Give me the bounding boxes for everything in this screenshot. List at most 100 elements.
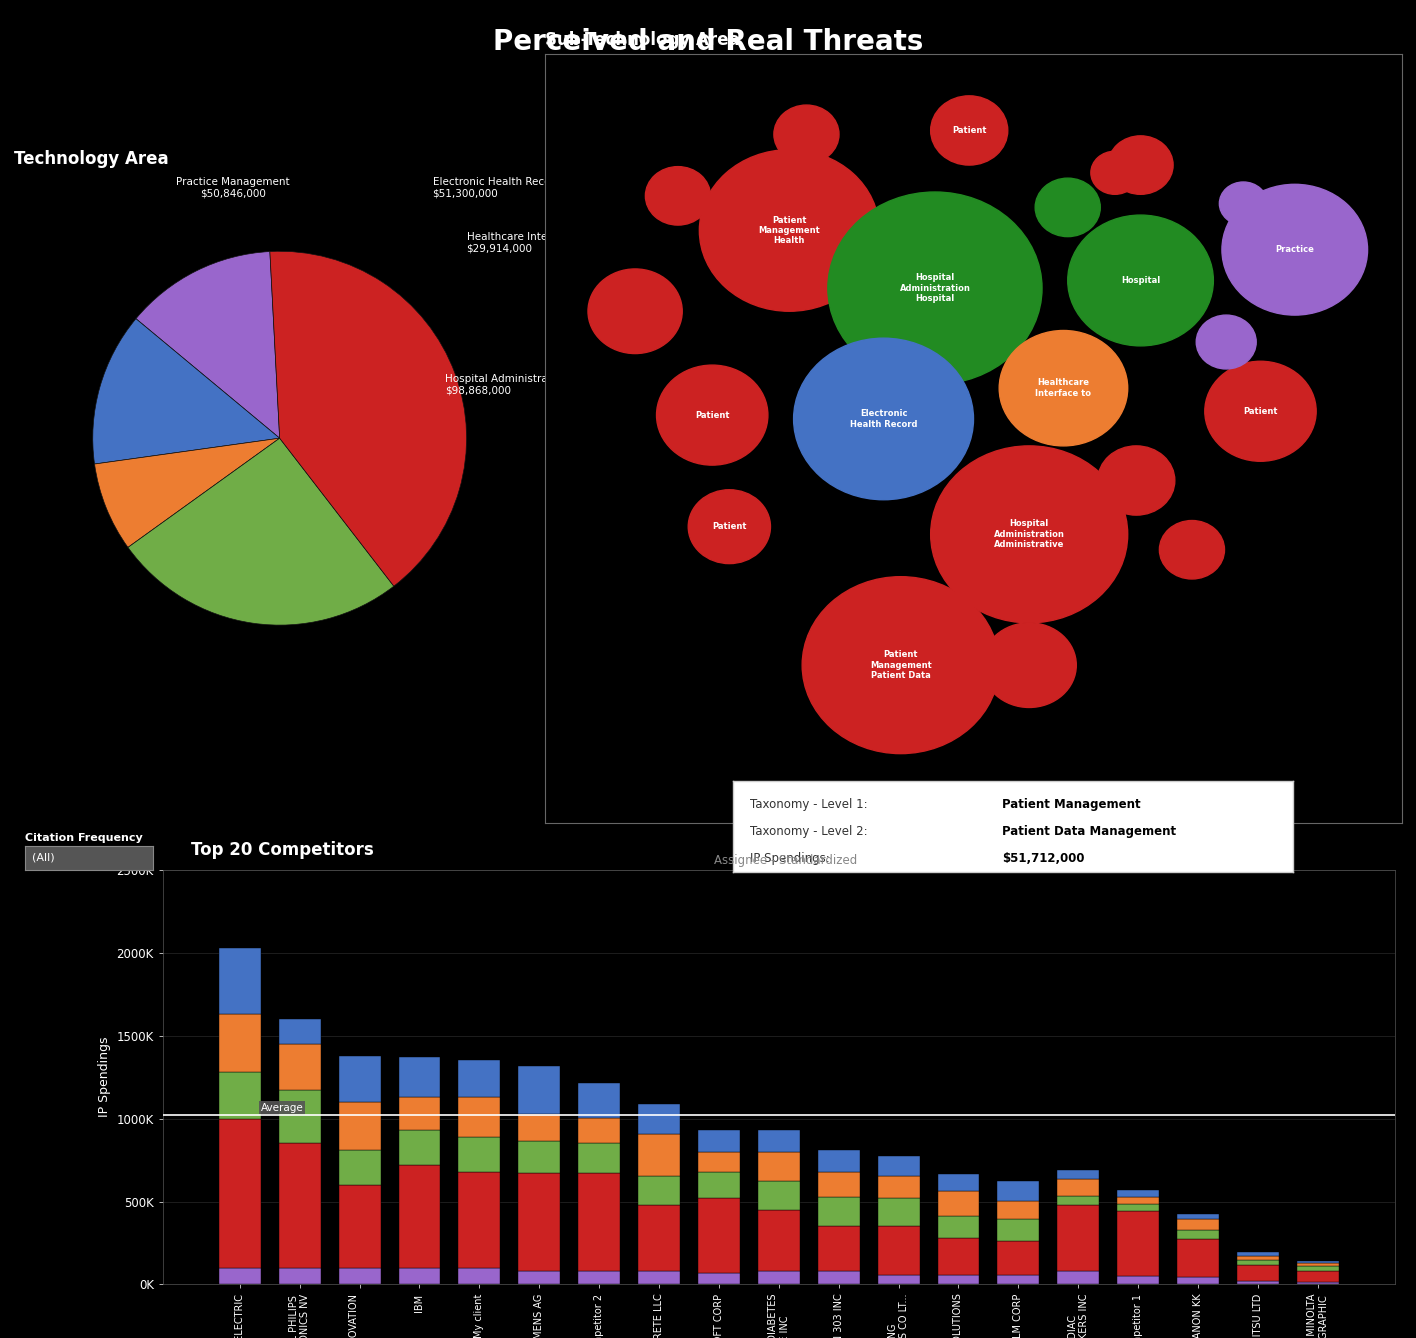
- Bar: [878, 1156, 919, 1176]
- Circle shape: [930, 96, 1008, 165]
- Bar: [997, 1219, 1039, 1240]
- Bar: [937, 1191, 980, 1216]
- Y-axis label: IP Spendings: IP Spendings: [98, 1037, 110, 1117]
- Bar: [639, 1176, 680, 1204]
- Bar: [937, 1175, 980, 1191]
- Text: IP Spendings:: IP Spendings:: [750, 852, 875, 866]
- Bar: [878, 1176, 919, 1199]
- Circle shape: [1000, 330, 1127, 446]
- Text: Top 20 Competitors: Top 20 Competitors: [191, 842, 374, 859]
- Bar: [219, 1014, 261, 1072]
- Text: Patient: Patient: [695, 411, 729, 420]
- Bar: [878, 1275, 919, 1284]
- Bar: [578, 1117, 620, 1144]
- Bar: [578, 1173, 620, 1271]
- Bar: [817, 1227, 860, 1271]
- Bar: [698, 1131, 741, 1152]
- Circle shape: [646, 167, 711, 225]
- Bar: [817, 1151, 860, 1172]
- Text: Technology Area: Technology Area: [14, 150, 169, 169]
- Bar: [878, 1199, 919, 1227]
- Wedge shape: [93, 318, 280, 464]
- Text: Patient
Management
Patient Data: Patient Management Patient Data: [869, 650, 932, 680]
- Text: Perceived and Real Threats: Perceived and Real Threats: [493, 28, 923, 56]
- Bar: [997, 1240, 1039, 1275]
- Bar: [279, 1268, 320, 1284]
- Circle shape: [700, 150, 879, 312]
- Bar: [578, 1144, 620, 1173]
- Text: Average: Average: [261, 1103, 303, 1113]
- Bar: [1058, 1196, 1099, 1204]
- Bar: [1117, 1204, 1160, 1211]
- Bar: [518, 1173, 561, 1271]
- Bar: [758, 1152, 800, 1180]
- Bar: [758, 1210, 800, 1271]
- Bar: [878, 1227, 919, 1275]
- Bar: [1238, 1259, 1279, 1264]
- Text: $51,712,000: $51,712,000: [1003, 852, 1085, 866]
- Bar: [698, 1199, 741, 1272]
- Circle shape: [1107, 136, 1172, 194]
- Wedge shape: [270, 252, 466, 586]
- Text: Patient Data Management: Patient Data Management: [1003, 826, 1177, 838]
- Bar: [338, 1056, 381, 1103]
- Bar: [279, 1044, 320, 1090]
- Bar: [219, 1268, 261, 1284]
- Text: Electronic Health Record
$51,300,000: Electronic Health Record $51,300,000: [433, 177, 561, 198]
- Bar: [459, 1172, 500, 1268]
- Text: Patient
Management
Health: Patient Management Health: [759, 215, 820, 245]
- Text: (All): (All): [31, 852, 54, 863]
- Bar: [639, 1104, 680, 1135]
- Circle shape: [775, 106, 840, 163]
- Text: Healthcare Interface to Hospitals
$29,914,000: Healthcare Interface to Hospitals $29,91…: [467, 231, 639, 254]
- Bar: [997, 1275, 1039, 1284]
- Bar: [1177, 1214, 1219, 1219]
- Bar: [1238, 1264, 1279, 1282]
- Bar: [219, 947, 261, 1014]
- Bar: [398, 1057, 440, 1097]
- Bar: [219, 1119, 261, 1268]
- Text: Practice Management
$50,846,000: Practice Management $50,846,000: [176, 177, 290, 198]
- Text: Assignee - Standardized: Assignee - Standardized: [714, 854, 858, 867]
- Bar: [997, 1181, 1039, 1200]
- Bar: [758, 1131, 800, 1152]
- Text: Sub-Technology Area: Sub-Technology Area: [545, 31, 739, 50]
- Circle shape: [983, 624, 1076, 708]
- Bar: [1117, 1211, 1160, 1276]
- Bar: [398, 1131, 440, 1165]
- Bar: [338, 1185, 381, 1268]
- Circle shape: [1205, 361, 1315, 462]
- Bar: [758, 1181, 800, 1210]
- Bar: [459, 1137, 500, 1172]
- Circle shape: [588, 269, 683, 353]
- Bar: [698, 1272, 741, 1284]
- Circle shape: [1035, 178, 1100, 237]
- Bar: [578, 1082, 620, 1117]
- Bar: [1297, 1271, 1338, 1282]
- Bar: [518, 1271, 561, 1284]
- Text: Hospital
Administration
Hospital: Hospital Administration Hospital: [899, 273, 970, 304]
- Bar: [459, 1061, 500, 1097]
- Wedge shape: [127, 439, 394, 625]
- Bar: [1058, 1169, 1099, 1179]
- Circle shape: [1097, 446, 1175, 515]
- Circle shape: [1197, 316, 1256, 369]
- Text: Patient: Patient: [1243, 407, 1277, 416]
- Circle shape: [930, 446, 1127, 622]
- Bar: [758, 1271, 800, 1284]
- Bar: [1177, 1239, 1219, 1276]
- Circle shape: [1219, 182, 1267, 225]
- Text: Hospital: Hospital: [1121, 276, 1160, 285]
- Circle shape: [688, 490, 770, 563]
- Circle shape: [1068, 215, 1214, 347]
- Bar: [1117, 1189, 1160, 1196]
- Bar: [1297, 1266, 1338, 1271]
- Bar: [817, 1271, 860, 1284]
- Bar: [817, 1172, 860, 1198]
- Text: Taxonomy - Level 2:: Taxonomy - Level 2:: [750, 826, 875, 838]
- Circle shape: [1090, 151, 1138, 194]
- Text: Patient Management: Patient Management: [1003, 797, 1140, 811]
- Bar: [279, 1144, 320, 1268]
- Bar: [518, 1115, 561, 1141]
- Wedge shape: [136, 252, 280, 439]
